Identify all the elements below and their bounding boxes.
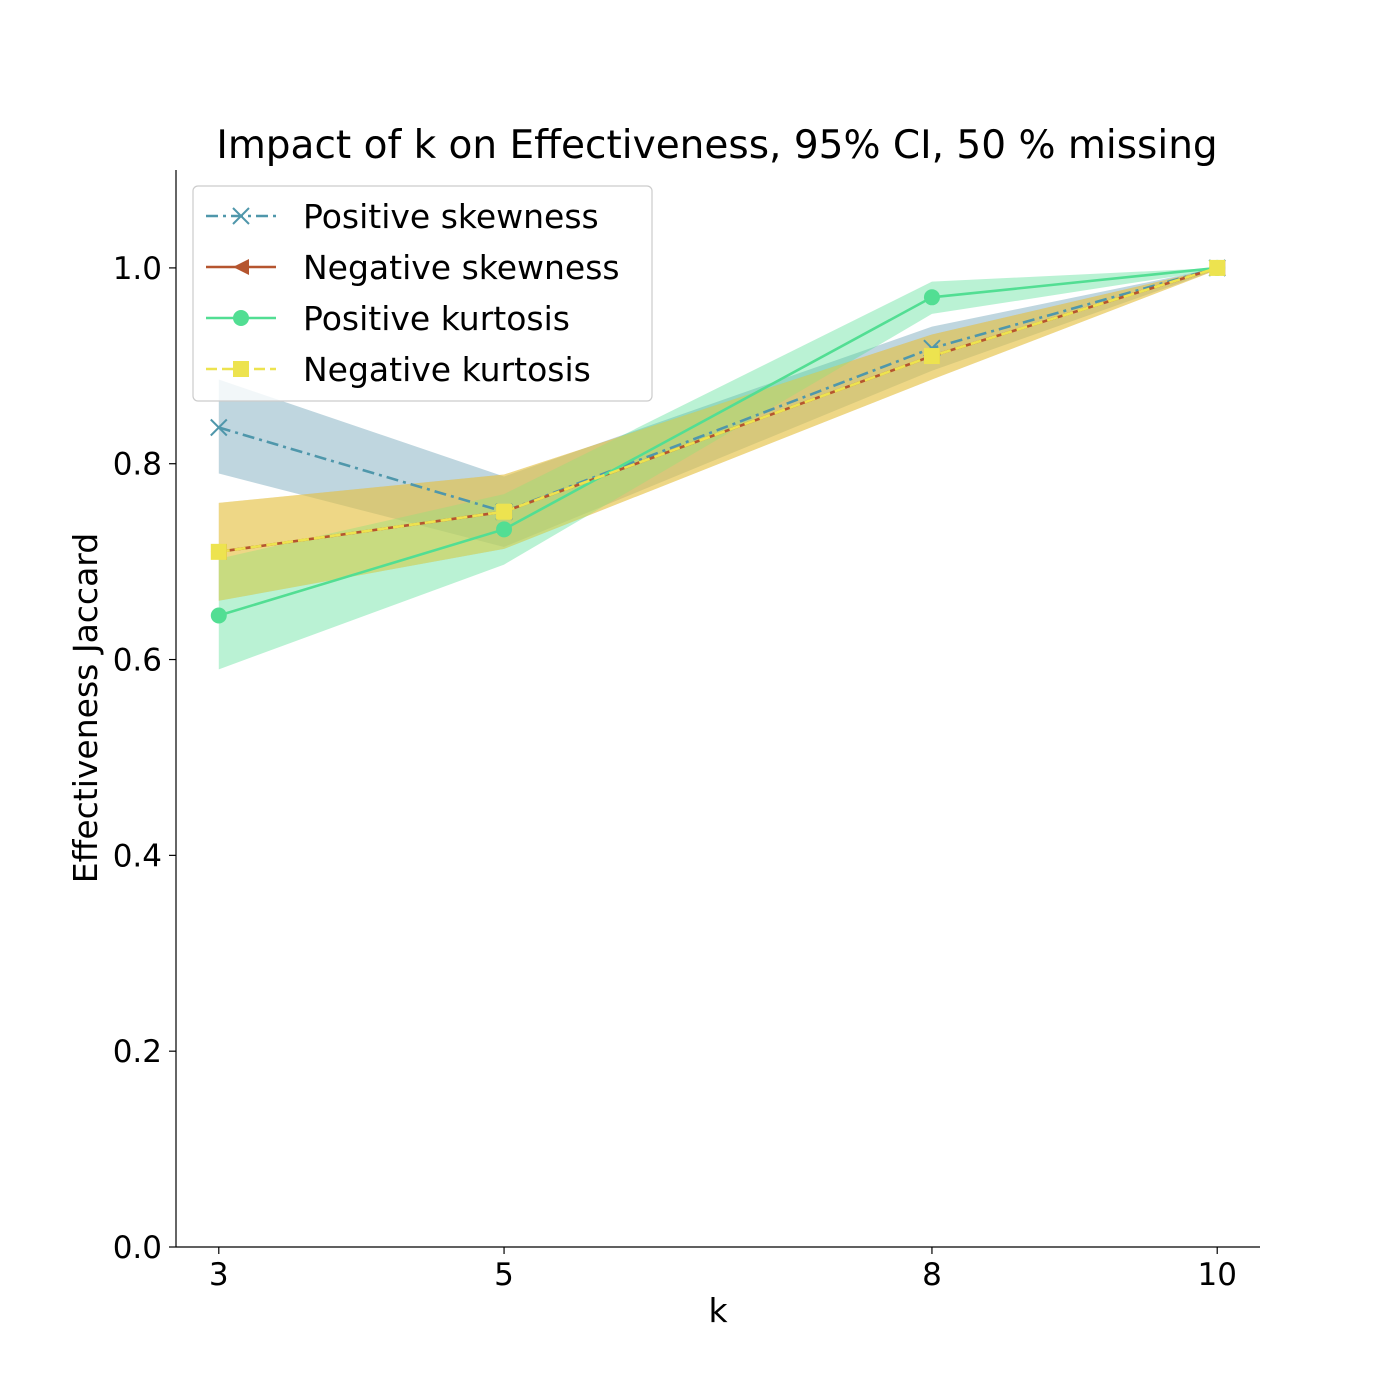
legend-label-positive-skewness: Positive skewness <box>303 197 599 236</box>
y-tick-label: 0.8 <box>113 447 162 483</box>
axis-ticks: 3 5 8 10 0.0 0.2 0.4 0.6 0.8 1.0 <box>113 251 1237 1293</box>
data-point-negative-kurtosis <box>923 348 940 365</box>
series-line-positive-skewness <box>218 266 1218 514</box>
legend-label-negative-kurtosis: Negative kurtosis <box>303 350 591 389</box>
legend: Positive skewness Negative skewness Positi… <box>192 185 653 402</box>
x-axis-label: k <box>708 1291 728 1330</box>
series-line-negative-kurtosis <box>218 266 1218 554</box>
x-tick-label: 3 <box>209 1257 229 1293</box>
legend-marker-positive-skewness <box>232 207 250 225</box>
data-point-negative-kurtosis <box>1209 259 1226 276</box>
legend-marker-negative-kurtosis <box>233 361 249 377</box>
y-tick-label: 1.0 <box>113 251 162 287</box>
ci-band-positive-kurtosis <box>218 267 1218 670</box>
y-tick-label: 0.4 <box>113 838 162 874</box>
chart-title: Impact of k on Effectiveness, 95% CI, 50… <box>216 123 1217 168</box>
series-lines <box>218 266 1218 617</box>
series-line-positive-kurtosis <box>218 266 1218 617</box>
y-axis-label: Effectiveness Jaccard <box>66 533 105 883</box>
legend-label-negative-skewness: Negative skewness <box>303 248 620 287</box>
axes <box>175 170 1260 1248</box>
legend-label-positive-kurtosis: Positive kurtosis <box>303 299 570 338</box>
x-tick-label: 8 <box>922 1257 942 1293</box>
data-point-positive-skewness <box>210 418 228 437</box>
data-point-negative-kurtosis <box>496 503 513 520</box>
data-point-positive-kurtosis <box>210 607 227 624</box>
x-tick-label: 10 <box>1197 1257 1236 1293</box>
data-point-positive-kurtosis <box>496 521 513 538</box>
y-tick-label: 0.6 <box>113 643 162 679</box>
legend-box <box>192 185 653 402</box>
legend-marker-positive-kurtosis <box>233 310 249 326</box>
series-markers <box>210 259 1226 624</box>
legend-marker-negative-skewness <box>233 259 249 275</box>
data-point-negative-kurtosis <box>210 543 227 560</box>
x-tick-label: 5 <box>494 1257 514 1293</box>
y-tick-label: 0.2 <box>113 1034 162 1070</box>
data-point-positive-kurtosis <box>923 289 940 306</box>
y-tick-label: 0.0 <box>113 1230 162 1266</box>
